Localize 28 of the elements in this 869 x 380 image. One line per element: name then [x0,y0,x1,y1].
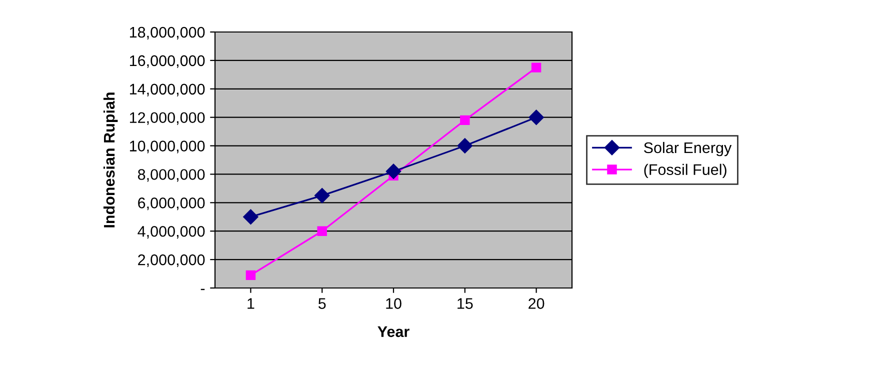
point [314,188,330,204]
x-tick-label: 1 [248,298,254,309]
x-tick-label: 20 [528,298,544,309]
y-tick-label: 2,000,000 [138,254,205,268]
point [246,270,256,280]
point [457,138,472,154]
point [386,164,402,179]
y-tick-label: 10,000,000 [130,140,205,154]
y-tick-label: 14,000,000 [130,84,205,96]
x-tick-label: 15 [458,298,473,309]
x-tick-label: 10 [386,298,402,309]
y-tick-label: 8,000,000 [138,169,205,182]
point [243,209,258,224]
point [531,62,542,72]
y-tick-label: 18,000,000 [130,26,205,40]
point [528,110,544,125]
legend-label: (Fossil Fuel) [644,164,726,178]
x-axis-title: Year [378,326,410,338]
y-axis-title: Indonesian Rupiah [103,92,118,228]
legend-label: Solar Energy [644,142,732,156]
y-tick-label: - [200,288,205,290]
point [317,226,327,236]
y-tick-label: 16,000,000 [130,55,205,68]
y-tick-label: 6,000,000 [138,198,205,210]
y-tick-label: 4,000,000 [138,226,205,239]
y-tick-label: 12,000,000 [130,112,205,125]
point [460,115,470,126]
x-tick-label: 5 [318,298,326,309]
